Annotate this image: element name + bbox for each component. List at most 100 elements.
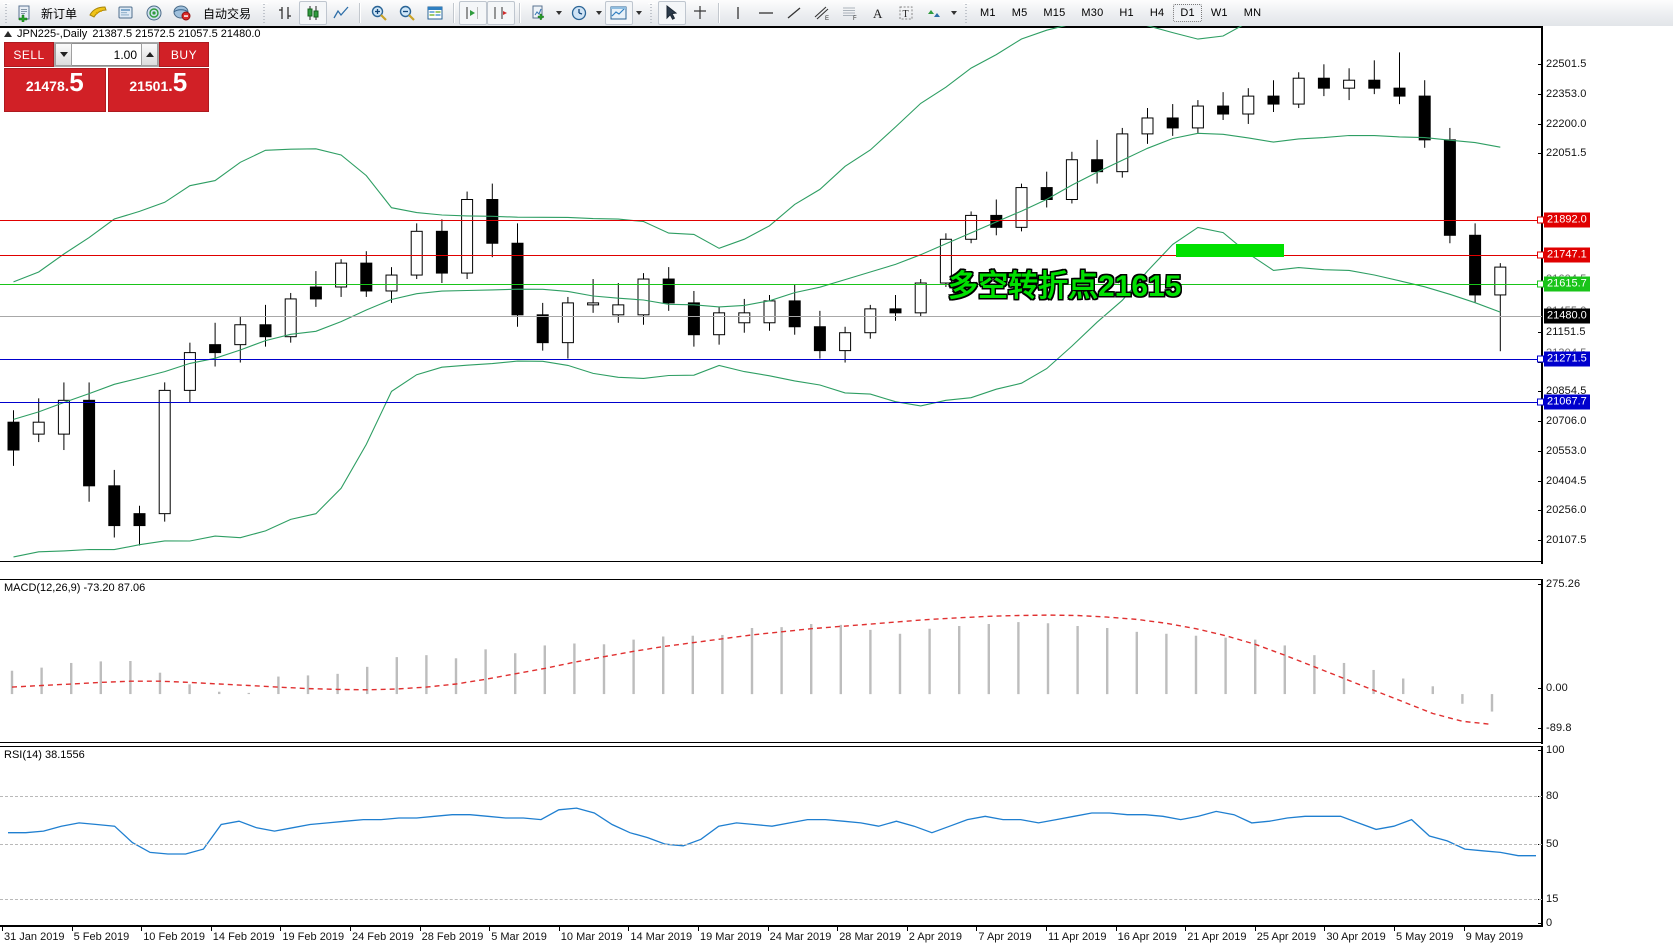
price-pane[interactable] — [0, 26, 1542, 562]
volume-decrease-button[interactable] — [55, 43, 72, 66]
horizontal-line-icon[interactable] — [752, 1, 780, 25]
oct-price-row: 21478 . 5 21501 . 5 — [4, 68, 209, 112]
time-axis[interactable]: 31 Jan 2019 5 Feb 2019 10 Feb 2019 14 Feb 2… — [0, 926, 1542, 949]
timeframe-m5[interactable]: M5 — [1011, 7, 1028, 19]
timeframe-d1[interactable]: D1 — [1173, 4, 1202, 22]
time-tick-label: 14 Mar 2019 — [630, 931, 693, 943]
collapse-triangle-icon[interactable] — [4, 31, 12, 37]
zoom-in-icon[interactable] — [365, 1, 393, 25]
level-line-current-price — [0, 316, 1542, 317]
signals-icon[interactable] — [140, 1, 168, 25]
time-tickmark — [1324, 927, 1326, 931]
toolbar-grip-4[interactable] — [963, 3, 971, 23]
bar-chart-icon[interactable] — [271, 1, 299, 25]
level-handle-support-1[interactable] — [1537, 355, 1544, 363]
price-badge-pivot-green[interactable]: 21615.7 — [1544, 276, 1590, 292]
time-tickmark — [1254, 927, 1256, 931]
price-badge-resistance-2[interactable]: 21747.1 — [1544, 247, 1590, 263]
level-line-resistance-2[interactable] — [0, 255, 1542, 256]
price-tickmark — [1538, 123, 1543, 125]
trendline-icon[interactable] — [780, 1, 808, 25]
price-tick-label: 20854.5 — [1546, 385, 1587, 398]
rsi-tick-label: 50 — [1546, 838, 1559, 850]
timeframe-h1[interactable]: H1 — [1119, 7, 1134, 19]
chart-area[interactable]: 21892.0 21747.1 21615.7 21480.0 21271.5 21067… — [0, 26, 1673, 948]
level-line-support-1[interactable] — [0, 359, 1542, 360]
timeframe-m30[interactable]: M30 — [1081, 7, 1104, 19]
level-line-support-2[interactable] — [0, 402, 1542, 403]
level-handle-pivot-green[interactable] — [1537, 280, 1544, 288]
price-badge-support-2[interactable]: 21067.7 — [1544, 394, 1590, 410]
text-label-icon[interactable]: T — [892, 1, 920, 25]
templates-icon[interactable] — [605, 1, 634, 25]
vertical-line-icon[interactable] — [724, 1, 752, 25]
macd-pane[interactable] — [0, 579, 1542, 743]
price-badge-resistance-1[interactable]: 21892.0 — [1544, 212, 1590, 228]
time-tick-label: 28 Mar 2019 — [839, 931, 901, 943]
rsi-pane[interactable] — [0, 746, 1542, 926]
crosshair-icon[interactable] — [686, 1, 714, 25]
data-window-icon[interactable] — [421, 1, 449, 25]
timeframe-h4[interactable]: H4 — [1149, 7, 1165, 19]
price-plot — [7, 26, 1507, 558]
price-badge-current-price[interactable]: 21480.0 — [1544, 308, 1590, 324]
level-handle-support-2[interactable] — [1537, 398, 1544, 406]
macd-axis-line — [1541, 579, 1543, 744]
new-order-button[interactable]: 新订单 — [13, 1, 84, 25]
level-line-resistance-1[interactable] — [0, 220, 1542, 221]
sell-button[interactable]: SELL — [4, 42, 54, 67]
period-clock-icon[interactable] — [565, 1, 593, 25]
price-tickmark — [1538, 421, 1543, 422]
macd-indicator-label: MACD(12,26,9) -73.20 87.06 — [4, 582, 146, 594]
time-tick-label: 2 Apr 2019 — [908, 931, 963, 943]
autotrading-button[interactable]: 自动交易 — [196, 1, 258, 25]
fibonacci-icon[interactable]: F — [836, 1, 864, 25]
cheese-icon[interactable] — [84, 1, 112, 25]
period-dropdown-caret[interactable] — [596, 11, 603, 15]
terminal-icon[interactable] — [112, 1, 140, 25]
time-tickmark — [71, 927, 73, 931]
price-tickmark — [1538, 510, 1543, 512]
text-icon[interactable]: A — [864, 1, 892, 25]
time-tickmark — [837, 927, 839, 931]
level-handle-resistance-1[interactable] — [1537, 216, 1544, 224]
buy-price[interactable]: 21501 . 5 — [107, 68, 209, 112]
timeframe-m15[interactable]: M15 — [1043, 7, 1066, 19]
price-tick-label: 20404.5 — [1546, 474, 1587, 487]
zoom-out-icon[interactable] — [393, 1, 421, 25]
one-click-trading-panel[interactable]: SELL 1.00 BUY 21478 . 5 21501 . 5 — [4, 42, 209, 112]
candlestick-chart-icon[interactable] — [299, 1, 328, 25]
toolbar-grip[interactable] — [3, 3, 10, 23]
shapes-dropdown-caret[interactable] — [951, 11, 958, 15]
time-tick-label: 7 Apr 2019 — [978, 931, 1032, 943]
indicators-icon[interactable] — [525, 1, 553, 25]
sell-price[interactable]: 21478 . 5 — [4, 68, 106, 112]
templates-dropdown-caret[interactable] — [636, 11, 643, 15]
timeframe-mn[interactable]: MN — [1243, 7, 1262, 19]
market-icon[interactable] — [168, 1, 196, 25]
chart-symbol-label: JPN225-,Daily — [17, 28, 88, 40]
auto-scroll-icon[interactable] — [487, 1, 516, 25]
volume-input[interactable]: 1.00 — [72, 43, 141, 66]
line-chart-icon[interactable] — [327, 1, 355, 25]
svg-text:T: T — [903, 9, 909, 20]
volume-increase-button[interactable] — [141, 43, 158, 66]
level-line-pivot-green[interactable] — [0, 284, 1542, 285]
volume-stepper[interactable]: 1.00 — [54, 42, 159, 67]
price-badge-support-1[interactable]: 21271.5 — [1544, 351, 1590, 367]
price-axis-line — [1541, 26, 1543, 564]
timeframe-m1[interactable]: M1 — [980, 7, 996, 19]
cursor-icon[interactable] — [658, 1, 687, 25]
indicators-dropdown-caret[interactable] — [556, 11, 563, 15]
toolbar-grip-2[interactable] — [261, 3, 269, 23]
macd-tick-label: -89.8 — [1546, 722, 1572, 734]
shapes-icon[interactable] — [920, 1, 948, 25]
time-tickmark — [1046, 927, 1047, 931]
timeframe-w1[interactable]: W1 — [1210, 7, 1228, 19]
level-handle-resistance-2[interactable] — [1537, 251, 1544, 259]
chart-shift-icon[interactable] — [459, 1, 488, 25]
buy-button[interactable]: BUY — [159, 42, 209, 67]
rsi-level-80 — [0, 796, 1542, 797]
toolbar-grip-3[interactable] — [648, 3, 656, 23]
equidistant-channel-icon[interactable]: E — [808, 1, 836, 25]
